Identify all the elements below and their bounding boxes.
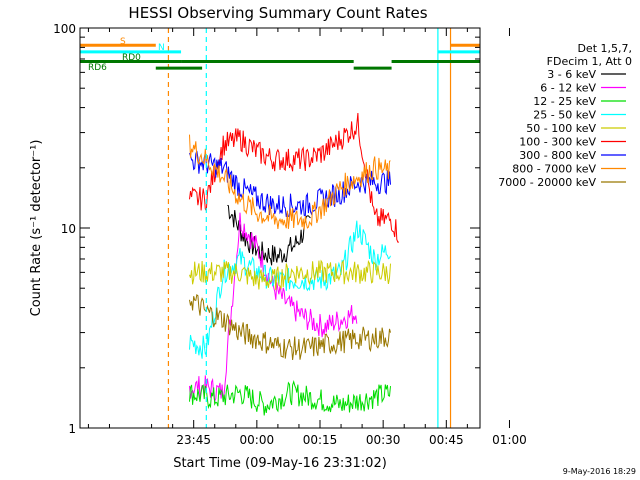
flag-label-2: RD0 xyxy=(122,53,141,63)
flag-label-0: S xyxy=(120,37,126,47)
series-line-2 xyxy=(189,379,391,416)
y-tick-label-0: 1 xyxy=(68,422,76,436)
x-tick-label-1: 00:00 xyxy=(240,433,275,447)
axes: 23:45 00:00 00:15 00:30 00:45 01:00 1 10 100 xyxy=(53,22,527,447)
x-tick-label-0: 23:45 xyxy=(176,433,211,447)
legend-label-1: 6 - 12 keV xyxy=(540,82,596,95)
legend-label-3: 25 - 50 keV xyxy=(533,109,596,122)
x-tick-label-4: 00:45 xyxy=(429,433,464,447)
y-axis-label: Count Rate (s⁻¹ detector⁻¹) xyxy=(29,140,44,317)
series-line-7 xyxy=(189,134,391,230)
legend-label-8: 7000 - 20000 keV xyxy=(498,176,596,189)
legend-label-2: 12 - 25 keV xyxy=(533,95,596,108)
series-line-6 xyxy=(189,150,391,218)
series-line-1 xyxy=(189,212,358,404)
flag-label-3: RD6 xyxy=(88,63,107,73)
series-line-0 xyxy=(227,204,311,266)
series-line-4 xyxy=(189,259,391,291)
legend-header-1: FDecim 1, Att 0 xyxy=(547,55,632,68)
legend-label-0: 3 - 6 keV xyxy=(547,68,596,81)
legend-label-5: 100 - 300 keV xyxy=(519,136,596,149)
flag-label-1: N xyxy=(158,43,165,53)
y-tick-label-2: 100 xyxy=(53,22,76,36)
legend-label-7: 800 - 7000 keV xyxy=(512,163,596,176)
legend-label-4: 50 - 100 keV xyxy=(526,122,596,135)
x-axis-label: Start Time (09-May-16 23:31:02) xyxy=(173,456,387,471)
series-line-5 xyxy=(189,112,399,243)
timestamp: 9-May-2016 18:29 xyxy=(563,467,636,476)
series-line-8 xyxy=(189,294,391,360)
legend-label-6: 300 - 800 keV xyxy=(519,149,596,162)
legend-header-0: Det 1,5,7, xyxy=(577,42,632,55)
series-line-3 xyxy=(189,220,391,359)
y-tick-label-1: 10 xyxy=(61,222,76,236)
x-tick-label-2: 00:15 xyxy=(303,433,338,447)
x-tick-label-3: 00:30 xyxy=(366,433,401,447)
x-tick-label-5: 01:00 xyxy=(492,433,527,447)
plot-area: S N RD0 RD6 xyxy=(80,28,480,428)
chart-title: HESSI Observing Summary Count Rates xyxy=(128,4,427,22)
